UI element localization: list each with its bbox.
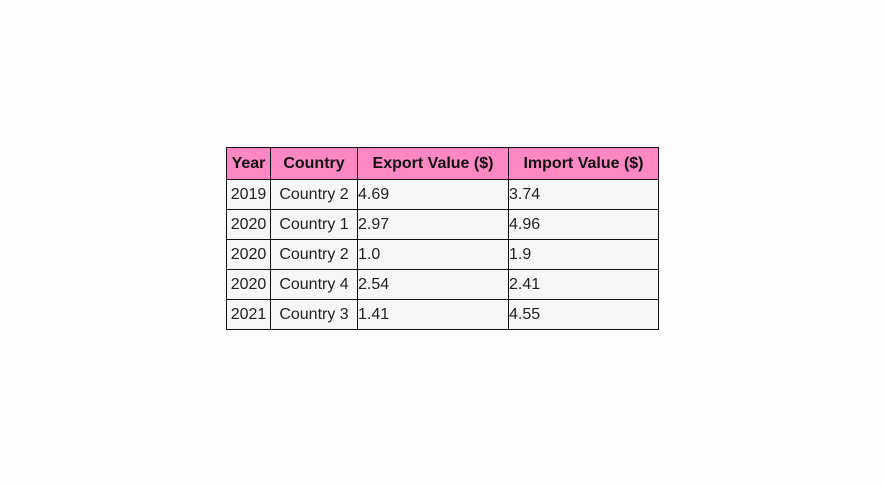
cell-import-value: 1.9 [508,239,659,270]
cell-country: Country 4 [270,269,358,300]
cell-country: Country 3 [270,299,358,330]
table-body: 2019 Country 2 4.69 3.74 2020 Country 1 … [226,179,659,330]
table-row: 2021 Country 3 1.41 4.55 [226,299,659,330]
header-import-value: Import Value ($) [508,147,659,180]
cell-export-value: 1.41 [357,299,509,330]
cell-import-value: 3.74 [508,179,659,210]
cell-country: Country 2 [270,239,358,270]
table-row: 2020 Country 4 2.54 2.41 [226,269,659,300]
cell-export-value: 2.97 [357,209,509,240]
cell-year: 2019 [226,179,271,210]
cell-year: 2020 [226,209,271,240]
table-header: Year Country Export Value ($) Import Val… [226,147,659,180]
cell-year: 2021 [226,299,271,330]
cell-export-value: 4.69 [357,179,509,210]
table-row: 2019 Country 2 4.69 3.74 [226,179,659,210]
cell-export-value: 2.54 [357,269,509,300]
header-country: Country [270,147,358,180]
cell-export-value: 1.0 [357,239,509,270]
data-table: Year Country Export Value ($) Import Val… [226,147,659,330]
cell-year: 2020 [226,269,271,300]
header-row: Year Country Export Value ($) Import Val… [226,147,659,180]
cell-import-value: 4.55 [508,299,659,330]
table-row: 2020 Country 1 2.97 4.96 [226,209,659,240]
cell-import-value: 4.96 [508,209,659,240]
table-row: 2020 Country 2 1.0 1.9 [226,239,659,270]
header-year: Year [226,147,271,180]
cell-year: 2020 [226,239,271,270]
cell-country: Country 2 [270,179,358,210]
header-export-value: Export Value ($) [357,147,509,180]
cell-import-value: 2.41 [508,269,659,300]
cell-country: Country 1 [270,209,358,240]
